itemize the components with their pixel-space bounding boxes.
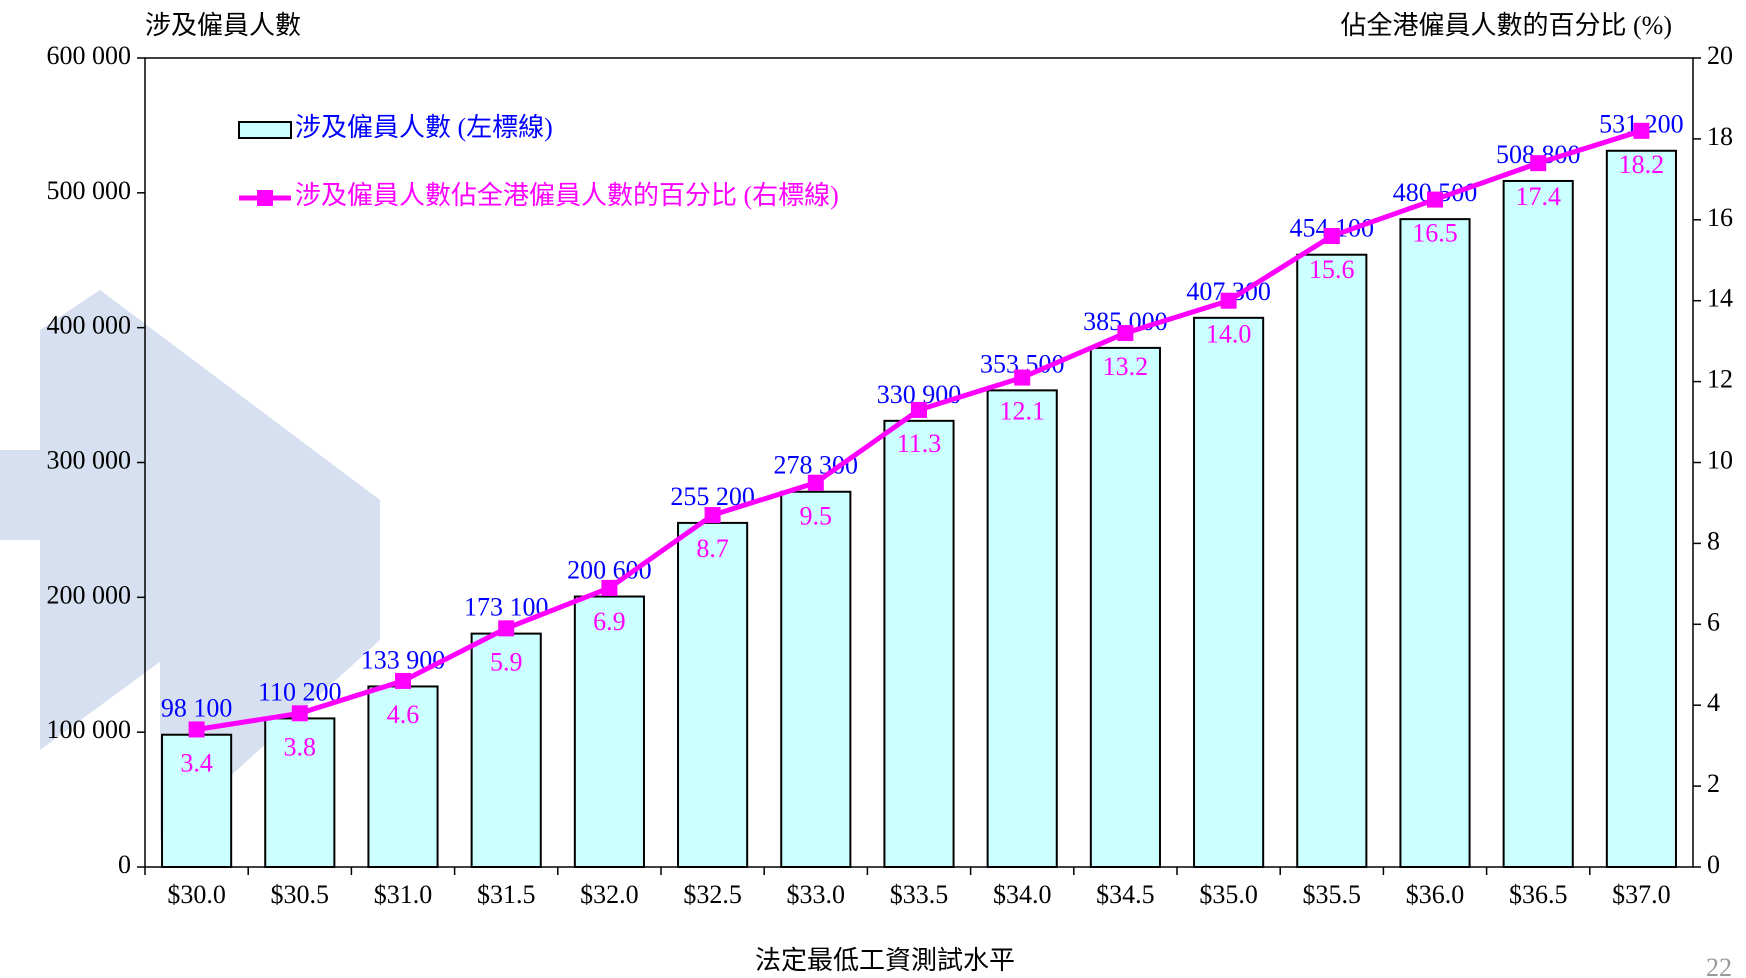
bar [1504,181,1573,867]
x-tick-label: $31.0 [374,880,433,909]
x-tick-label: $32.0 [580,880,639,909]
bar-value-label: 98 100 [161,694,233,723]
x-tick-label: $34.5 [1096,880,1155,909]
bar-value-label: 133 900 [361,645,446,674]
line-marker [705,507,721,523]
line-marker [601,580,617,596]
line-marker [808,475,824,491]
bar [1400,219,1469,867]
legend-label: 涉及僱員人數佔全港僱員人數的百分比 (右標線) [295,181,839,210]
bar [884,421,953,867]
page-number: 22 [1706,953,1732,978]
line-marker [292,705,308,721]
line-value-label: 5.9 [490,647,523,676]
line-value-label: 18.2 [1619,150,1665,179]
line-marker [1014,370,1030,386]
y-tick-label: 0 [118,850,131,879]
line-marker [189,721,205,737]
y-tick-label: 200 000 [47,580,132,609]
line-marker [1633,123,1649,139]
bar [575,597,644,867]
line-marker [1530,155,1546,171]
bar [1194,318,1263,867]
line-value-label: 16.5 [1412,219,1458,248]
bar [988,390,1057,867]
line-marker [1427,192,1443,208]
legend-marker [257,190,273,206]
bar [1091,348,1160,867]
line-value-label: 12.1 [999,397,1045,426]
x-tick-label: $30.5 [271,880,330,909]
line-value-label: 6.9 [593,607,626,636]
line-marker [1324,228,1340,244]
line-value-label: 15.6 [1309,255,1355,284]
x-tick-label: $32.5 [683,880,742,909]
y2-tick-label: 4 [1707,688,1720,717]
legend-swatch [239,122,291,138]
y2-tick-label: 8 [1707,526,1720,555]
line-marker [1221,293,1237,309]
y2-tick-label: 14 [1707,284,1733,313]
line-value-label: 9.5 [800,502,833,531]
line-value-label: 17.4 [1515,182,1561,211]
bar [1607,151,1676,867]
bar [678,523,747,867]
line-value-label: 3.8 [284,732,317,761]
line-marker [395,673,411,689]
x-tick-label: $37.0 [1612,880,1671,909]
y-tick-label: 600 000 [47,41,132,70]
y2-axis-title: 佔全港僱員人數的百分比 (%) [1341,11,1672,40]
y2-tick-label: 12 [1707,365,1733,394]
line-value-label: 14.0 [1206,320,1252,349]
y-tick-label: 500 000 [47,176,132,205]
y-tick-label: 400 000 [47,311,132,340]
x-tick-label: $35.5 [1303,880,1362,909]
line-value-label: 3.4 [180,748,213,777]
line-marker [911,402,927,418]
x-tick-label: $36.0 [1406,880,1465,909]
y2-tick-label: 2 [1707,769,1720,798]
x-tick-label: $35.0 [1199,880,1258,909]
line-value-label: 4.6 [387,700,420,729]
y-tick-label: 100 000 [47,715,132,744]
x-tick-label: $33.0 [787,880,846,909]
y2-tick-label: 10 [1707,445,1733,474]
y-tick-label: 300 000 [47,445,132,474]
y2-tick-label: 18 [1707,122,1733,151]
y2-tick-label: 6 [1707,607,1720,636]
legend-label: 涉及僱員人數 (左標線) [295,113,553,142]
x-tick-label: $36.5 [1509,880,1568,909]
line-marker [1117,325,1133,341]
x-tick-label: $34.0 [993,880,1052,909]
x-tick-label: $31.5 [477,880,536,909]
x-tick-label: $33.5 [890,880,949,909]
x-tick-label: $30.0 [167,880,226,909]
bar [781,492,850,867]
line-value-label: 13.2 [1103,352,1149,381]
chart: 涉及僱員人數 佔全港僱員人數的百分比 (%) 法定最低工資測試水平 22 0 10… [0,0,1746,978]
y-axis-title: 涉及僱員人數 [145,11,301,40]
x-axis-title: 法定最低工資測試水平 [755,946,1015,975]
y2-tick-label: 16 [1707,203,1733,232]
line-marker [498,620,514,636]
y2-tick-label: 20 [1707,41,1733,70]
bar [1297,255,1366,867]
line-value-label: 11.3 [897,429,942,458]
y2-tick-label: 0 [1707,850,1720,879]
line-value-label: 8.7 [696,534,729,563]
